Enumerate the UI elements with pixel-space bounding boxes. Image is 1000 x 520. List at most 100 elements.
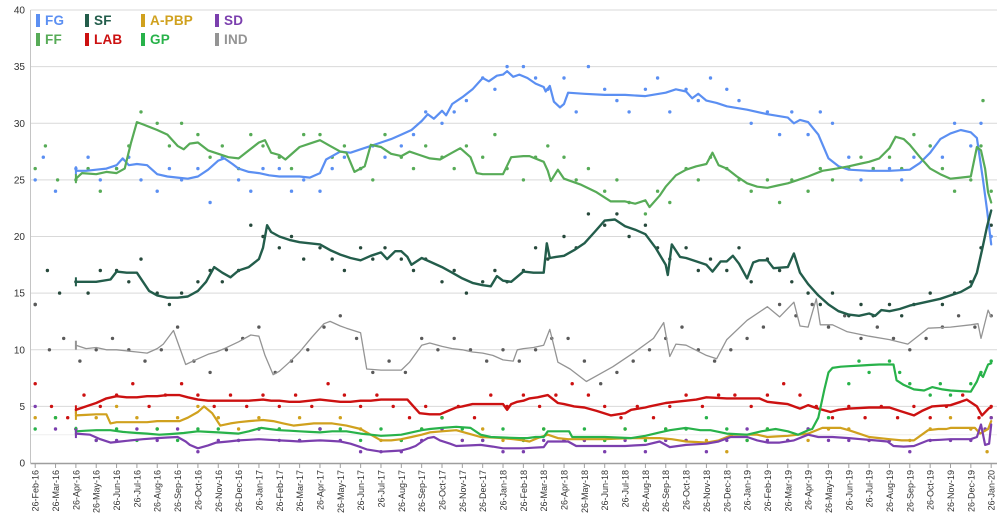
poll-dot-sd [603, 450, 607, 454]
poll-dot-lab [33, 382, 37, 386]
poll-dot-sd [175, 427, 180, 431]
poll-dot-fg [847, 155, 851, 159]
x-tick-label: 26-May-16 [92, 470, 102, 513]
poll-dot-ff [989, 189, 993, 193]
poll-dot-lab [603, 404, 607, 409]
legend-color-bar [36, 33, 40, 46]
x-tick-label: 26-Sep-19 [905, 470, 915, 512]
poll-dot-ind [631, 359, 635, 363]
legend-label: LAB [94, 32, 123, 47]
poll-dot-ff [411, 166, 416, 171]
poll-dot-gp [857, 359, 861, 363]
y-tick-label: 0 [19, 459, 25, 470]
poll-dot-fg [684, 87, 688, 92]
poll-dot-sd [135, 427, 139, 431]
legend-label: GP [150, 32, 170, 47]
poll-dot-sd [358, 450, 363, 454]
poll-dot-ff [179, 121, 184, 126]
poll-dot-ind [94, 348, 98, 352]
poll-dot-fg [737, 98, 741, 103]
poll-dot-lab [472, 416, 477, 420]
poll-dot-ff [830, 178, 835, 182]
legend-color-bar [141, 14, 145, 27]
poll-dot-sf [777, 268, 782, 273]
poll-dot-gp [908, 382, 912, 386]
poll-dot-sf [790, 280, 794, 284]
poll-dot-ff [586, 166, 591, 171]
x-tick-label: 26-Jun-19 [844, 470, 854, 511]
legend-label: FG [45, 13, 65, 28]
poll-dot-ff [261, 144, 265, 148]
poll-dot-ff [114, 166, 119, 171]
poll-dot-fg [318, 189, 322, 193]
poll-dot-lab [716, 393, 721, 397]
poll-dot-sf [220, 280, 224, 284]
poll-dot-ind [924, 336, 928, 341]
poll-dot-sf [464, 291, 469, 295]
x-tick-label: 26-Dec-17 [478, 470, 488, 512]
poll-dot-sf [859, 302, 863, 307]
poll-dot-sf [493, 268, 497, 273]
poll-dot-sd [989, 416, 993, 420]
trend-line-ind [75, 298, 992, 383]
poll-dot-sd [501, 450, 505, 454]
poll-dot-ff [887, 155, 892, 159]
poll-dot-ind [371, 370, 375, 375]
poll-dot-fg [533, 76, 538, 80]
poll-dot-lab [98, 404, 103, 409]
poll-dot-sf [627, 234, 631, 239]
poll-dot-fg [196, 166, 200, 171]
poll-dot-ind [501, 348, 505, 352]
poll-dot-fg [521, 64, 526, 69]
poll-dot-ind [403, 370, 408, 375]
poll-dot-ff [952, 189, 957, 193]
poll-dot-lab [733, 393, 737, 397]
poll-dot-lab [375, 393, 379, 397]
poll-dot-a-pbp [257, 416, 261, 420]
poll-dot-sd [704, 450, 709, 454]
poll-dot-fg [777, 132, 782, 137]
x-tick-label: 26-Mar-18 [539, 470, 549, 512]
x-tick-label: 26-Oct-17 [438, 470, 448, 510]
poll-dot-ind [777, 302, 782, 307]
legend-item-fg: FG [36, 11, 83, 30]
poll-dot-fg [586, 64, 591, 69]
poll-dot-ind [843, 314, 847, 318]
poll-dot-gp [745, 438, 749, 443]
poll-dot-ff [806, 189, 810, 193]
poll-dot-ff [818, 166, 822, 171]
poll-dot-lab [749, 404, 753, 409]
poll-dot-ind [257, 325, 261, 329]
poll-dot-sd [94, 438, 98, 443]
x-tick-label: 26-Nov-16 [214, 470, 224, 512]
poll-dot-fg [208, 200, 212, 205]
poll-dot-fg [603, 87, 607, 92]
poll-dot-lab [196, 393, 200, 397]
poll-dot-lab [798, 393, 802, 397]
poll-dot-fg [41, 155, 45, 159]
poll-dot-fg [289, 189, 294, 193]
poll-dot-fg [399, 144, 403, 148]
poll-dot-ff [155, 121, 159, 126]
poll-dot-sd [542, 438, 546, 443]
x-tick-label: 26-Feb-16 [31, 470, 41, 512]
poll-dot-sf [139, 257, 143, 261]
poll-dot-fg [167, 166, 172, 171]
poll-dot-sf [411, 268, 416, 273]
poll-dot-ff [521, 178, 526, 182]
poll-dot-lab [586, 393, 591, 397]
x-tick-label: 26-Mar-17 [295, 470, 305, 512]
poll-dot-ff [981, 98, 985, 103]
poll-dot-ff [603, 189, 607, 193]
poll-dot-lab [570, 382, 574, 386]
x-tick-label: 26-May-18 [580, 470, 590, 513]
poll-dot-lab [830, 416, 835, 420]
poll-dot-fg [765, 110, 770, 114]
poll-dot-a-pbp [725, 450, 729, 454]
poll-dot-a-pbp [135, 416, 139, 420]
poll-dot-ind [143, 359, 147, 363]
x-tick-label: 26-Apr-17 [315, 470, 325, 510]
poll-dot-sf [452, 268, 456, 273]
poll-dot-ff [615, 178, 619, 182]
poll-dot-gp [338, 427, 342, 431]
